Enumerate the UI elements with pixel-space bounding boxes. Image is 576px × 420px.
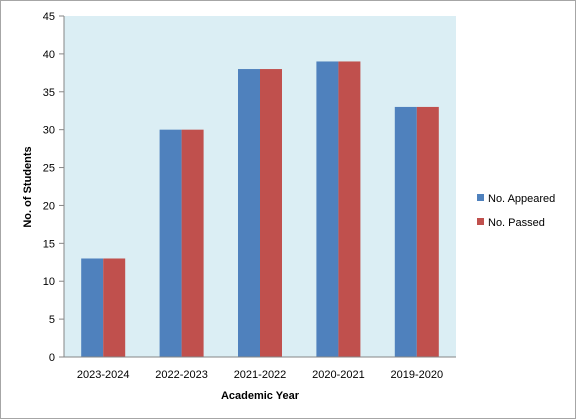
legend-swatch: [477, 194, 484, 201]
bar-passed: [260, 69, 282, 358]
y-tick-label: 35: [43, 87, 55, 99]
y-tick-label: 0: [49, 352, 55, 364]
bar-appeared: [238, 69, 260, 358]
legend: No. Appeared No. Passed: [477, 193, 555, 229]
bar-passed: [338, 61, 361, 357]
x-tick-label: 2020-2021: [312, 369, 365, 381]
x-tick-label: 2022-2023: [155, 369, 208, 381]
bar-passed: [416, 106, 439, 357]
bars: [81, 61, 439, 358]
y-tick-label: 30: [43, 125, 55, 137]
bar-appeared: [316, 61, 339, 357]
bar-passed: [181, 129, 204, 357]
y-tick-label: 25: [43, 163, 55, 175]
bar-appeared: [81, 258, 104, 357]
x-axis-title: Academic Year: [221, 390, 300, 402]
bar-appeared: [159, 129, 182, 357]
x-tick-label: 2021-2022: [234, 369, 287, 381]
bar-appeared: [394, 106, 417, 357]
y-tick-label: 40: [43, 49, 55, 61]
x-tick-label: 2023-2024: [77, 369, 130, 381]
legend-label: No. Passed: [488, 217, 545, 229]
legend-swatch: [477, 218, 484, 225]
y-tick-label: 45: [43, 11, 55, 23]
y-tick-label: 20: [43, 200, 55, 212]
bar-passed: [103, 258, 126, 357]
y-axis-ticks: 0 5 10 15 20 25 30 35 40 45: [43, 11, 64, 364]
x-axis-ticks: 2023-2024 2022-2023 2021-2022 2020-2021 2019…: [77, 369, 443, 381]
legend-label: No. Appeared: [488, 193, 555, 205]
y-tick-label: 5: [49, 314, 55, 326]
x-tick-label: 2019-2020: [390, 369, 443, 381]
y-tick-label: 15: [43, 238, 55, 250]
y-axis-title: No. of Students: [22, 146, 34, 227]
y-tick-label: 10: [43, 276, 55, 288]
